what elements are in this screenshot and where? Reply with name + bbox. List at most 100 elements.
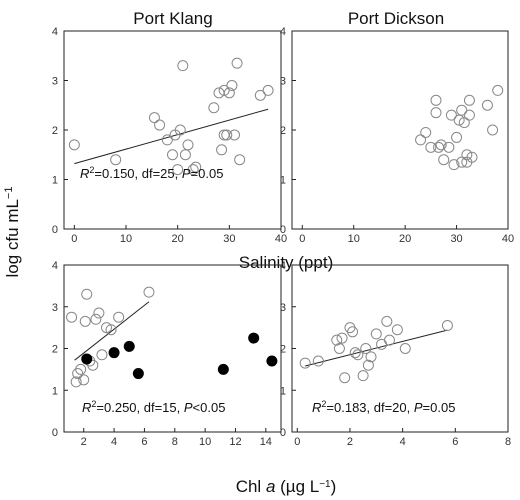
y-tick-label: 2 xyxy=(52,344,58,356)
data-point-open xyxy=(81,288,93,300)
x-axis-title-chl-sup: −1 xyxy=(319,479,331,490)
x-tick-label: 6 xyxy=(452,436,458,448)
y-tick-label: 2 xyxy=(280,344,286,356)
y-tick-label: 1 xyxy=(280,175,286,187)
x-tick-label: 0 xyxy=(294,436,300,448)
data-point-open xyxy=(391,324,403,336)
stat-text: =0.150, df=25, xyxy=(94,166,181,181)
y-tick-label: 3 xyxy=(280,302,286,314)
data-point-open xyxy=(154,119,166,131)
data-point-open xyxy=(362,359,374,371)
stat-p: P xyxy=(184,400,193,415)
data-point-open xyxy=(466,151,478,163)
stat-r2-sup: 2 xyxy=(321,399,326,409)
x-tick-label: 20 xyxy=(172,233,184,245)
data-point-open xyxy=(234,154,246,166)
data-point-open xyxy=(458,117,470,129)
data-point-open xyxy=(110,154,122,166)
x-tick-label: 30 xyxy=(450,233,462,245)
x-tick-label: 0 xyxy=(71,233,77,245)
data-point-open xyxy=(451,131,463,143)
y-tick-label: 0 xyxy=(280,224,286,236)
data-point-open xyxy=(68,139,80,151)
x-axis-title-chl: Chl a (µg L−1) xyxy=(236,477,337,496)
y-tick-label: 4 xyxy=(52,260,58,272)
stat-r2-sup: 2 xyxy=(91,399,96,409)
data-point-open xyxy=(365,351,377,363)
data-point-open xyxy=(182,139,194,151)
data-point-open xyxy=(143,286,155,298)
y-tick-label: 1 xyxy=(52,175,58,187)
data-point-open xyxy=(79,315,91,327)
data-point-open xyxy=(172,164,184,176)
data-point-open xyxy=(383,334,395,346)
data-point-open xyxy=(443,141,455,153)
data-point-open xyxy=(262,84,274,96)
data-point-open xyxy=(312,355,324,367)
x-tick-label: 10 xyxy=(199,436,211,448)
data-point-open xyxy=(167,149,178,161)
data-point-open xyxy=(148,112,160,124)
x-axis-title-chl-pre: Chl xyxy=(236,477,266,496)
data-point-open xyxy=(420,126,432,138)
data-point-open xyxy=(445,109,457,121)
x-tick-label: 40 xyxy=(502,233,514,245)
x-axis-title-salinity: Salinity (ppt) xyxy=(239,253,333,272)
x-axis-title-chl-mid: (µg L xyxy=(275,477,319,496)
data-point-open xyxy=(352,349,364,361)
data-point-open xyxy=(492,84,504,96)
data-point-open xyxy=(187,164,199,176)
data-point-filled xyxy=(217,363,229,375)
data-point-open xyxy=(461,149,473,161)
x-tick-label: 2 xyxy=(347,436,353,448)
panel-port-dickson: Port Dickson 0 10 20 30 40 0 1 2 3 4 xyxy=(280,9,514,245)
data-point-open xyxy=(226,79,238,91)
data-point-filled xyxy=(266,355,278,367)
data-point-open xyxy=(161,134,173,146)
data-point-open xyxy=(190,161,202,173)
y-tick-label: 0 xyxy=(52,224,58,236)
data-point-open xyxy=(453,114,465,126)
data-point-open xyxy=(216,144,228,156)
y-tick-label: 2 xyxy=(52,125,58,137)
data-point-open xyxy=(456,104,468,116)
y-axis-title-sup: −1 xyxy=(3,187,15,200)
data-point-open xyxy=(78,374,90,386)
y-tick-label: 0 xyxy=(52,427,58,439)
data-point-open xyxy=(105,324,117,336)
data-point-open xyxy=(376,338,388,350)
data-point-open xyxy=(231,57,243,69)
x-tick-label: 14 xyxy=(260,436,272,448)
data-point-open xyxy=(349,347,361,359)
data-point-open xyxy=(381,315,393,327)
data-point-open xyxy=(430,107,442,119)
y-tick-label: 3 xyxy=(52,302,58,314)
data-point-open xyxy=(448,159,460,171)
data-point-open xyxy=(487,124,499,136)
data-point-open xyxy=(299,357,311,369)
data-point-open xyxy=(360,343,372,354)
stat-r2: R xyxy=(80,166,89,181)
data-point-open xyxy=(347,326,359,338)
x-tick-label: 10 xyxy=(348,233,360,245)
data-point-open xyxy=(415,134,427,146)
data-point-open xyxy=(370,328,382,340)
data-point-open xyxy=(177,60,189,72)
data-point-open xyxy=(70,376,82,388)
stat-p: P xyxy=(182,166,191,181)
data-point-open xyxy=(174,124,186,136)
data-point-open xyxy=(221,129,233,141)
data-point-open xyxy=(75,363,87,375)
stat-p-text: =0.05 xyxy=(191,166,224,181)
x-tick-label: 0 xyxy=(299,233,305,245)
trend-line xyxy=(74,301,150,361)
x-tick-label: 10 xyxy=(120,233,132,245)
y-tick-label: 1 xyxy=(280,385,286,397)
